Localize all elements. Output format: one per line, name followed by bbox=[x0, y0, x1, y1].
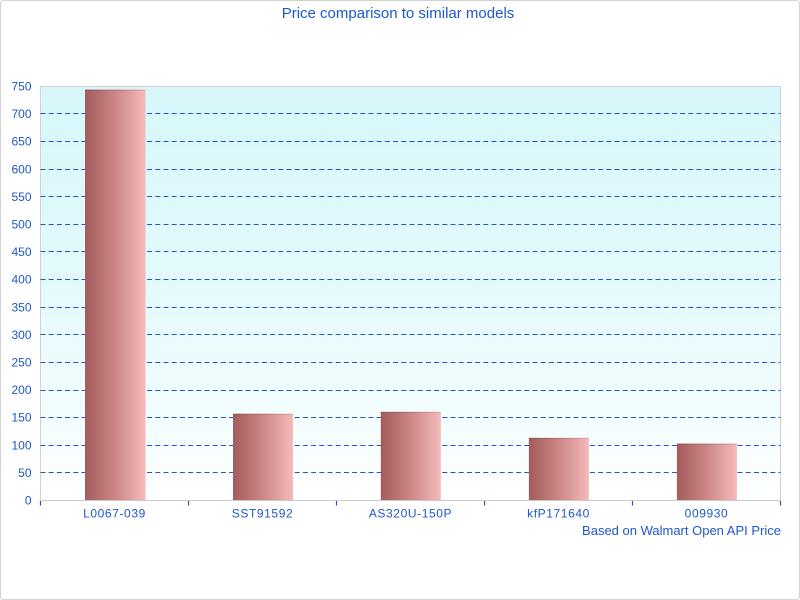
svg-text:100: 100 bbox=[11, 438, 31, 452]
svg-text:600: 600 bbox=[11, 162, 31, 176]
svg-text:009930: 009930 bbox=[685, 507, 729, 521]
svg-text:Price comparison to similar mo: Price comparison to similar models bbox=[282, 5, 515, 22]
svg-text:0: 0 bbox=[25, 493, 32, 507]
svg-text:Based on Walmart Open API Pric: Based on Walmart Open API Price bbox=[582, 523, 781, 538]
svg-text:50: 50 bbox=[18, 466, 32, 480]
svg-text:L0067-039: L0067-039 bbox=[83, 507, 146, 521]
svg-text:500: 500 bbox=[11, 218, 31, 232]
svg-text:550: 550 bbox=[11, 190, 31, 204]
svg-text:750: 750 bbox=[11, 80, 31, 94]
svg-text:350: 350 bbox=[11, 300, 31, 314]
svg-text:SST91592: SST91592 bbox=[232, 507, 294, 521]
svg-text:200: 200 bbox=[11, 383, 31, 397]
svg-text:700: 700 bbox=[11, 107, 31, 121]
svg-text:AS320U-150P: AS320U-150P bbox=[369, 507, 452, 521]
svg-text:kfP171640: kfP171640 bbox=[527, 507, 590, 521]
svg-text:150: 150 bbox=[11, 411, 31, 425]
svg-text:400: 400 bbox=[11, 273, 31, 287]
svg-text:650: 650 bbox=[11, 135, 31, 149]
svg-text:450: 450 bbox=[11, 245, 31, 259]
svg-text:300: 300 bbox=[11, 328, 31, 342]
svg-text:250: 250 bbox=[11, 356, 31, 370]
